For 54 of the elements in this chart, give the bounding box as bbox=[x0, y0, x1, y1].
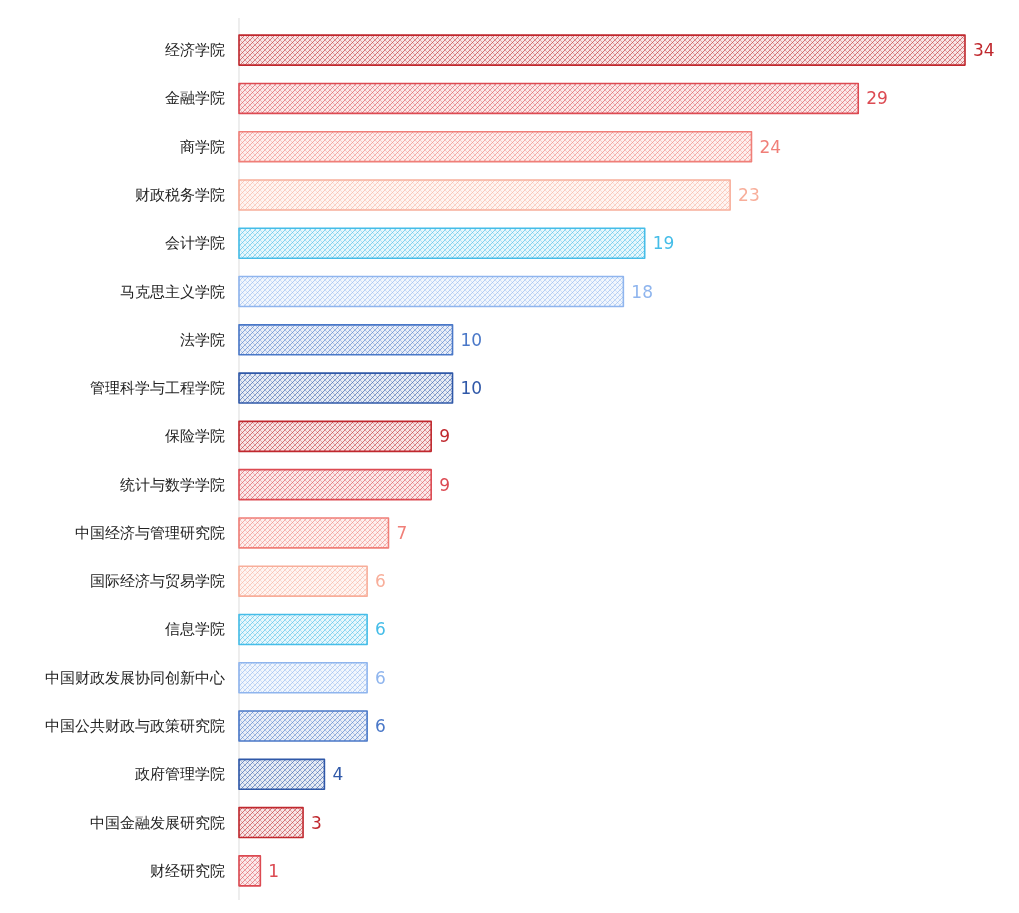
data-label: 6 bbox=[375, 716, 386, 737]
y-tick-label: 财经研究院 bbox=[150, 862, 225, 879]
data-label: 7 bbox=[396, 522, 408, 543]
y-tick-label: 政府管理学院 bbox=[135, 766, 225, 783]
data-label: 6 bbox=[375, 571, 386, 592]
y-tick-label: 信息学院 bbox=[165, 621, 225, 638]
data-label: 3 bbox=[311, 812, 322, 833]
data-label: 29 bbox=[866, 88, 888, 109]
bar bbox=[238, 227, 646, 260]
y-tick-label: 经济学院 bbox=[165, 42, 225, 59]
y-tick-label: 中国公共财政与政策研究院 bbox=[45, 718, 225, 735]
y-tick-label: 管理科学与工程学院 bbox=[90, 380, 225, 397]
data-label: 24 bbox=[759, 136, 782, 157]
bar bbox=[238, 324, 454, 356]
y-tick-label: 中国经济与管理研究院 bbox=[75, 524, 225, 541]
data-label: 9 bbox=[439, 426, 450, 447]
bar bbox=[238, 420, 432, 453]
y-tick-label: 统计与数学学院 bbox=[120, 476, 225, 493]
bar bbox=[238, 372, 454, 404]
bar bbox=[238, 179, 731, 211]
data-label: 34 bbox=[973, 40, 995, 61]
bar bbox=[238, 661, 368, 694]
bar bbox=[238, 517, 390, 549]
bar bbox=[238, 710, 368, 742]
bar bbox=[238, 806, 304, 839]
bar bbox=[238, 130, 753, 163]
data-label: 1 bbox=[268, 860, 280, 881]
data-label: 23 bbox=[738, 184, 760, 205]
data-label: 19 bbox=[652, 233, 675, 254]
y-tick-label: 保险学院 bbox=[165, 428, 225, 445]
y-tick-label: 中国财政发展协同创新中心 bbox=[45, 669, 225, 686]
bar bbox=[238, 855, 262, 887]
data-label: 18 bbox=[631, 281, 653, 302]
y-tick-label: 商学院 bbox=[180, 138, 225, 155]
bar bbox=[238, 565, 368, 597]
y-tick-label: 财政税务学院 bbox=[135, 186, 225, 203]
y-tick-label: 法学院 bbox=[180, 331, 225, 348]
y-tick-label: 马克思主义学院 bbox=[120, 283, 225, 300]
data-label: 9 bbox=[439, 474, 450, 495]
bar bbox=[238, 82, 860, 115]
y-tick-label: 国际经济与贸易学院 bbox=[90, 573, 225, 590]
bar bbox=[238, 275, 625, 308]
data-label: 4 bbox=[332, 764, 344, 785]
data-label: 10 bbox=[460, 329, 483, 350]
y-tick-label: 金融学院 bbox=[165, 90, 225, 107]
data-label: 10 bbox=[460, 378, 483, 399]
bar bbox=[238, 613, 368, 646]
data-label: 6 bbox=[375, 619, 386, 640]
data-label: 6 bbox=[375, 667, 386, 688]
bar bbox=[238, 758, 326, 791]
bar bbox=[238, 468, 432, 501]
y-tick-label: 会计学院 bbox=[165, 235, 225, 252]
y-tick-label: 中国金融发展研究院 bbox=[90, 814, 225, 831]
bar bbox=[238, 34, 966, 66]
